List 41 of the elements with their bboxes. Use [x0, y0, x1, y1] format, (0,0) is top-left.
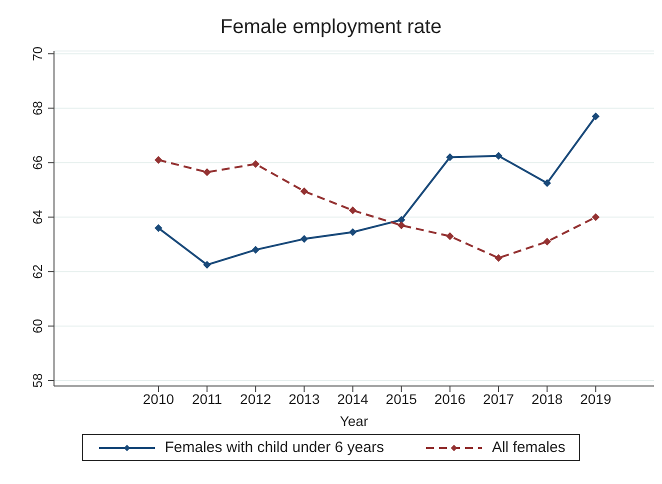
- y-tick-label: 62: [30, 264, 45, 279]
- point: [494, 254, 502, 262]
- x-axis-title: Year: [340, 413, 368, 429]
- point: [154, 224, 162, 232]
- point: [300, 235, 308, 243]
- point: [252, 246, 260, 254]
- point: [446, 232, 454, 240]
- point: [592, 213, 600, 221]
- y-tick-label: 70: [30, 46, 45, 61]
- point: [446, 154, 454, 161]
- y-tick-label: 60: [30, 318, 45, 334]
- point: [203, 168, 211, 176]
- legend-label: Females with child under 6 years: [164, 439, 384, 456]
- x-tick-label: 2010: [142, 390, 174, 407]
- point: [300, 188, 308, 195]
- point: [592, 112, 600, 120]
- point: [543, 179, 551, 187]
- point: [349, 206, 356, 214]
- legend-label: All females: [490, 439, 566, 456]
- x-tick-label: 2018: [532, 390, 563, 407]
- point: [494, 152, 502, 160]
- y-tick-label: 68: [30, 100, 45, 116]
- y-tick-label: 66: [30, 155, 45, 170]
- point: [349, 228, 356, 236]
- x-tick-label: 2012: [240, 390, 272, 407]
- x-tick-label: 2016: [434, 390, 466, 407]
- point: [154, 156, 162, 164]
- point: [252, 160, 260, 168]
- point: [398, 222, 406, 230]
- x-tick-label: 2013: [288, 390, 320, 407]
- y-tick-label: 64: [30, 210, 45, 224]
- point: [398, 216, 406, 224]
- point: [203, 261, 211, 268]
- x-tick-label: 2015: [386, 390, 418, 407]
- x-tick-label: 2011: [192, 390, 222, 407]
- y-tick-label: 58: [30, 373, 45, 388]
- x-tick-label: 2017: [482, 390, 514, 407]
- point: [543, 238, 551, 246]
- chart-title: Female employment rate: [219, 16, 443, 40]
- x-tick-label: 2019: [580, 390, 612, 407]
- x-tick-label: 2014: [337, 390, 369, 407]
